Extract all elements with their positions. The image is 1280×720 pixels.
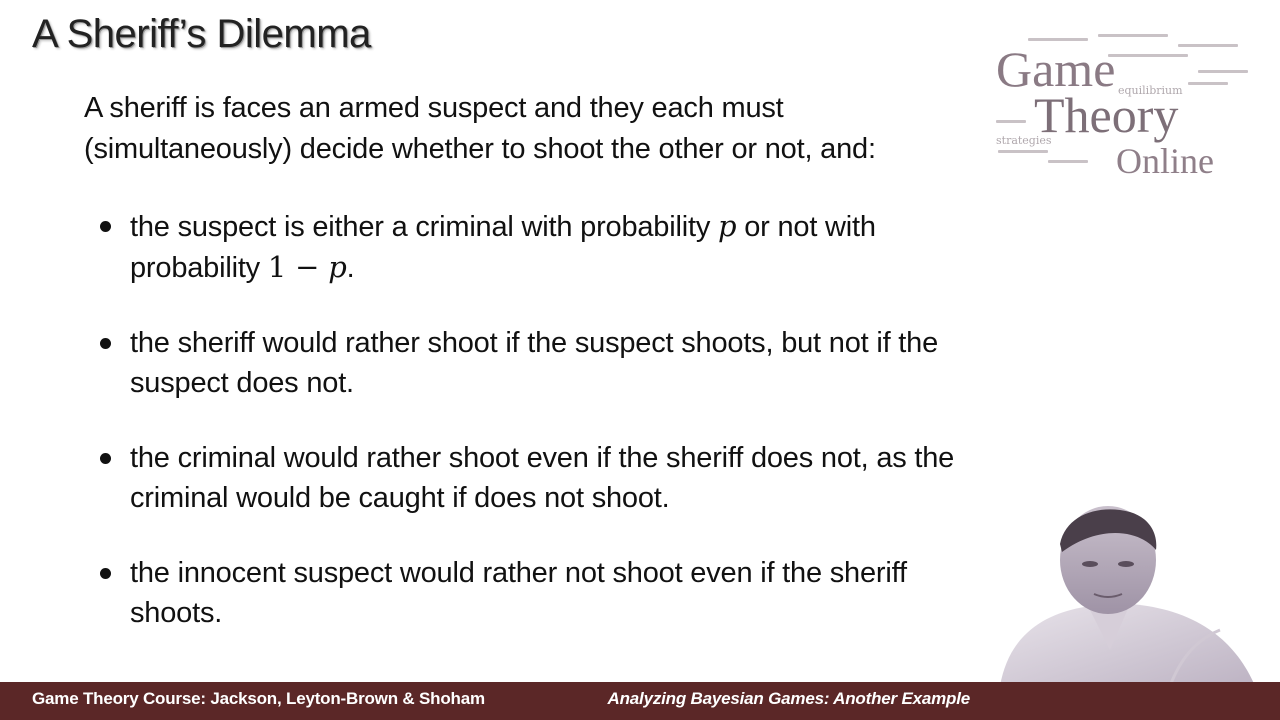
logo-online-text: Online bbox=[1116, 141, 1214, 181]
bullet-dot-icon bbox=[100, 568, 111, 579]
bullet-text: the innocent suspect would rather not sh… bbox=[130, 557, 907, 629]
bullet-text: the sheriff would rather shoot if the su… bbox=[130, 327, 939, 399]
bullet-dot-icon bbox=[100, 221, 111, 232]
footer-bar: Game Theory Course: Jackson, Leyton-Brow… bbox=[0, 682, 1280, 720]
math-p: p bbox=[717, 209, 737, 243]
footer-lecture-title: Analyzing Bayesian Games: Another Exampl… bbox=[607, 689, 971, 708]
intro-paragraph: A sheriff is faces an armed suspect and … bbox=[84, 92, 876, 165]
footer-course-credit: Game Theory Course: Jackson, Leyton-Brow… bbox=[32, 689, 485, 708]
bullet-item-criminal: the criminal would rather shoot even if … bbox=[96, 438, 986, 518]
logo-theory-text: Theory bbox=[1034, 87, 1179, 143]
math-p: p bbox=[328, 250, 347, 284]
logo-cloud-word: strategies bbox=[996, 134, 1052, 147]
bullet-item-probability: the suspect is either a criminal with pr… bbox=[96, 206, 986, 288]
presenter-silhouette-icon bbox=[1000, 506, 1255, 686]
presenter-video bbox=[990, 500, 1280, 686]
math-one-minus: 1 − bbox=[267, 250, 329, 284]
bullet-item-sheriff: the sheriff would rather shoot if the su… bbox=[96, 323, 986, 403]
bullet-dot-icon bbox=[100, 453, 111, 464]
bullet-list: the suspect is either a criminal with pr… bbox=[96, 206, 986, 633]
bullet-text-part: or not with probability bbox=[130, 211, 876, 284]
bullet-item-innocent: the innocent suspect would rather not sh… bbox=[96, 553, 986, 633]
slide-title: A Sheriff’s Dilemma bbox=[32, 12, 371, 56]
logo-game-text: Game bbox=[996, 41, 1116, 97]
game-theory-online-logo: equilibrium strategies Game Theory Onlin… bbox=[988, 30, 1258, 181]
logo-cloud-word: equilibrium bbox=[1118, 84, 1183, 97]
bullet-text-part: . bbox=[346, 252, 355, 284]
logo-word-cloud-icon bbox=[996, 34, 1248, 163]
bullet-dot-icon bbox=[100, 338, 111, 349]
bullet-text-part: the suspect is either a criminal with pr… bbox=[130, 211, 718, 243]
bullet-text: the criminal would rather shoot even if … bbox=[130, 442, 955, 514]
